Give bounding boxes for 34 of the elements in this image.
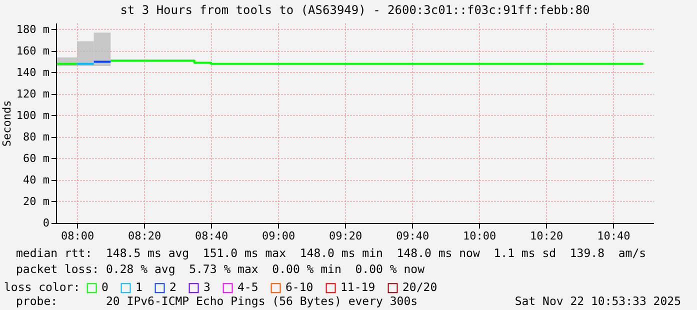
y-tick-label: 0: [42, 216, 50, 230]
y-tick-label: 180 m: [16, 22, 50, 36]
y-tick-label: 40 m: [23, 173, 50, 186]
legend-label: 3: [204, 280, 210, 294]
x-tick-label: 08:20: [128, 230, 162, 242]
text: median rtt: 148.5 ms avg 151.0 ms max 148.0 ms min 148.0 ms now 1.1 ms sd 139.8 am/s: [16, 246, 646, 260]
text: Sat Nov 22 10:53:33 2025: [514, 294, 681, 308]
text: packet loss: 0.28 % avg 5.73 % max 0.00 % min 0.00 % now: [16, 262, 424, 276]
x-tick-label: 10:20: [530, 230, 564, 242]
y-tick-label: 80 m: [23, 130, 50, 144]
legend-label: 20/20: [402, 280, 438, 294]
text: probe: 20 IPv6-ICMP Echo Pings (56 Bytes) every 300s: [16, 294, 418, 308]
legend-label: 1: [136, 280, 142, 294]
y-tick-label: 60 m: [23, 152, 50, 165]
x-tick-label: 08:00: [61, 230, 94, 242]
x-tick-label: 08:40: [195, 230, 228, 242]
x-tick-label: 09:40: [396, 230, 430, 242]
x-tick-label: 10:40: [597, 230, 630, 242]
x-tick-label: 09:00: [262, 230, 296, 242]
legend-label: 6-10: [286, 280, 314, 294]
y-tick-label: 100 m: [16, 108, 50, 122]
legend-title: loss color:: [4, 280, 80, 294]
legend-label: 2: [170, 280, 176, 294]
chart-title: st 3 Hours from tools to (AS63949) - 2600:3c01::f03c:91ff:febb:80: [120, 3, 590, 17]
y-axis-title: Seconds: [0, 100, 14, 147]
x-tick-label: 09:20: [329, 230, 362, 242]
y-tick-label: 140 m: [16, 66, 50, 79]
legend-label: 0: [102, 280, 108, 294]
x-tick-label: 10:00: [463, 230, 496, 242]
y-tick-label: 20 m: [23, 194, 50, 208]
legend-label: 4-5: [238, 280, 258, 294]
legend-label: 11-19: [340, 280, 376, 294]
y-tick-label: 120 m: [16, 87, 50, 100]
y-tick-label: 160 m: [16, 44, 50, 58]
